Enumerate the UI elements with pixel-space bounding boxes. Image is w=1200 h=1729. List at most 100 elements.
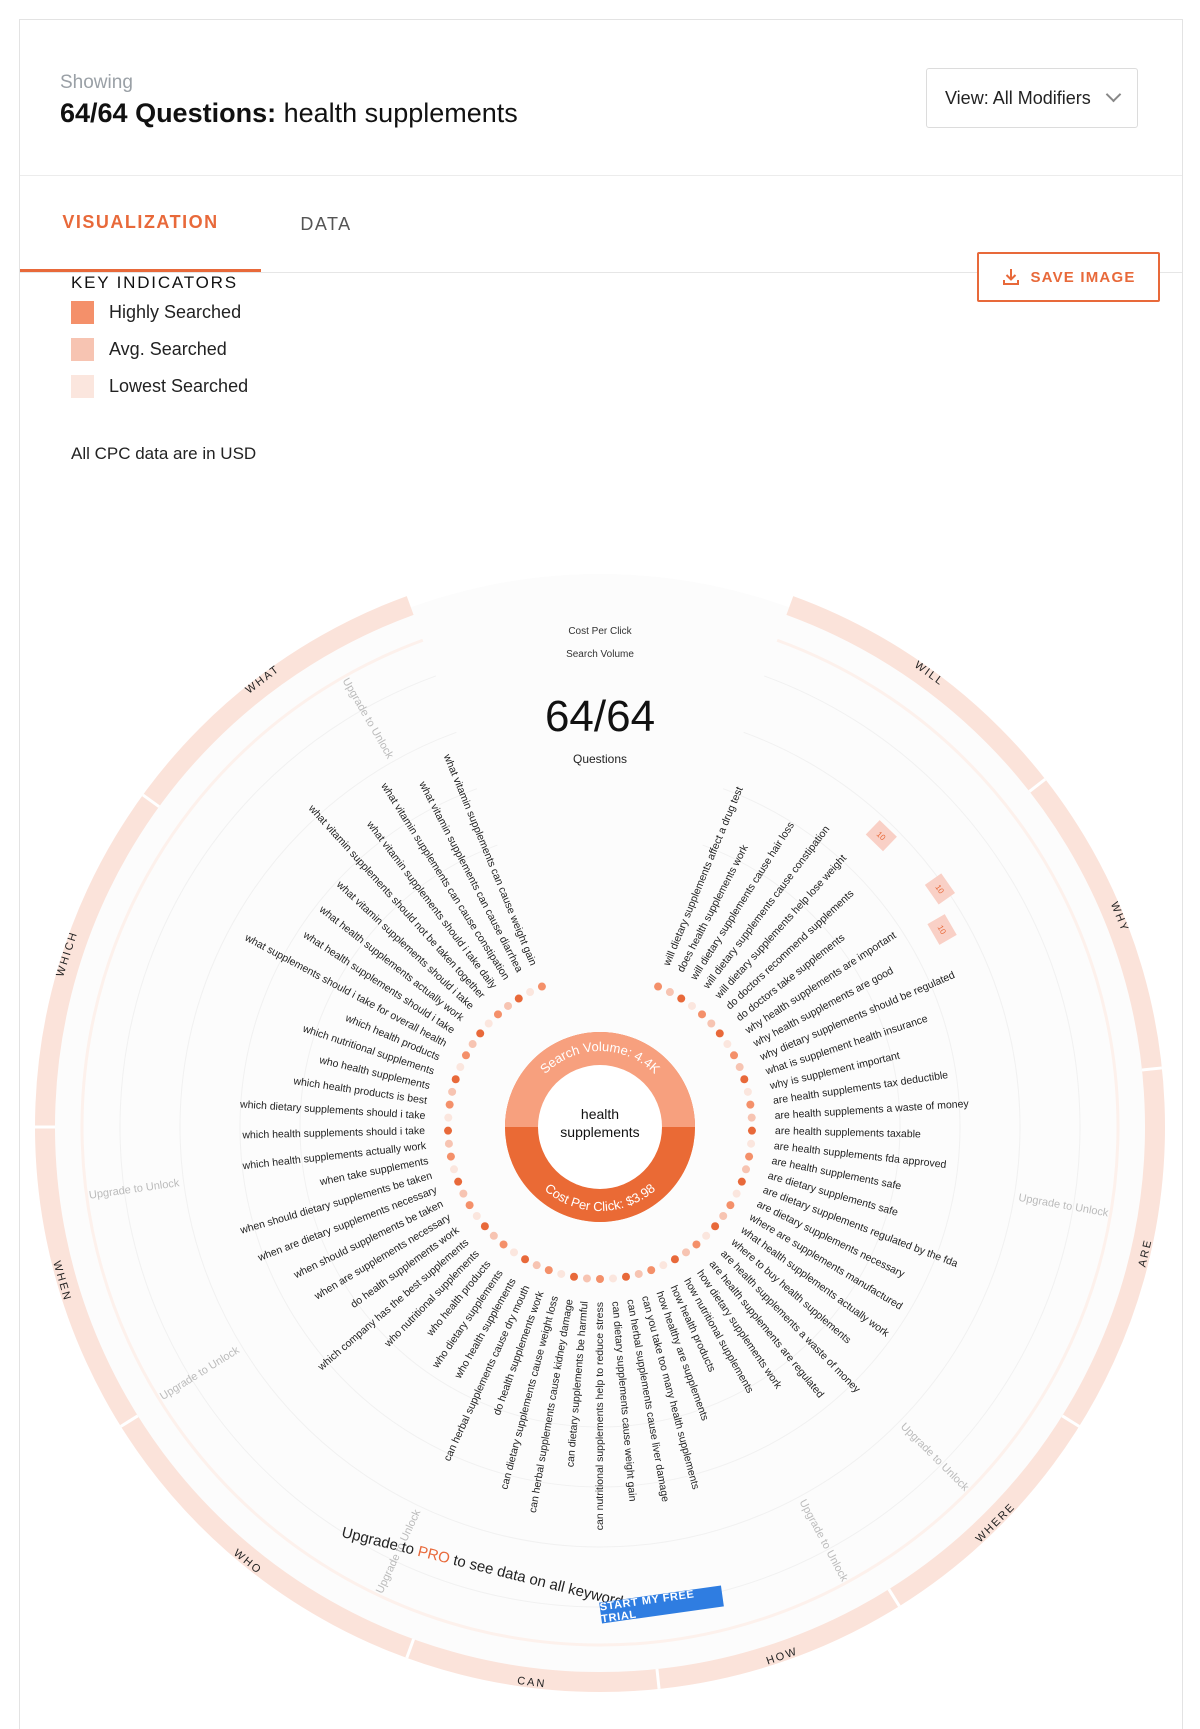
question-label[interactable]: can nutritional supplements help to redu… xyxy=(594,1302,606,1530)
question-search-dot xyxy=(647,1266,656,1275)
question-search-dot xyxy=(476,1029,485,1038)
section-divider xyxy=(655,1668,661,1690)
tab-data[interactable]: DATA xyxy=(300,213,352,234)
question-search-dot xyxy=(448,1087,457,1096)
section-divider xyxy=(887,1588,901,1607)
tab-bar: VISUALIZATION DATA xyxy=(20,175,1182,273)
question-search-dot xyxy=(677,994,686,1003)
question-search-dot xyxy=(682,1248,691,1257)
swatch-highly-searched xyxy=(71,301,94,324)
question-search-dot xyxy=(747,1113,756,1122)
questions-caption: Questions xyxy=(572,752,628,766)
question-search-dot xyxy=(456,1063,465,1072)
question-search-dot xyxy=(514,994,523,1003)
hub-center xyxy=(538,1065,662,1189)
question-search-dot xyxy=(461,1051,470,1060)
question-search-dot xyxy=(609,1274,618,1283)
grid-ring xyxy=(239,788,961,1488)
question-search-dot xyxy=(445,1100,454,1109)
question-search-dot xyxy=(499,1240,508,1249)
search-volume-caption: Search Volume xyxy=(566,649,634,660)
chevron-down-icon xyxy=(1105,86,1122,103)
question-search-dot xyxy=(450,1165,459,1174)
question-search-dot xyxy=(719,1212,728,1221)
question-search-dot xyxy=(687,1001,696,1010)
question-search-dot xyxy=(743,1087,752,1096)
question-search-dot xyxy=(454,1177,463,1186)
grid-ring xyxy=(299,844,901,1428)
question-total: 64/64 xyxy=(544,692,656,741)
grid-ring xyxy=(179,731,1021,1548)
question-search-dot xyxy=(659,1261,668,1270)
question-search-dot xyxy=(489,1231,498,1240)
page-title: 64/64 Questions: health supplements xyxy=(60,98,518,129)
cpc-note: All CPC data are in USD xyxy=(71,444,257,463)
section-divider xyxy=(1061,1414,1080,1428)
modifier-label-can: CAN xyxy=(517,1675,547,1690)
question-search-dot xyxy=(741,1165,750,1174)
question-search-dot xyxy=(621,1272,630,1281)
section-divider xyxy=(1028,777,1047,793)
tab-visualization[interactable]: VISUALIZATION xyxy=(20,176,261,272)
section-divider xyxy=(405,1638,416,1659)
question-search-dot xyxy=(444,1139,453,1148)
question-search-dot xyxy=(537,982,546,991)
question-search-dot xyxy=(730,1051,739,1060)
cpc-badge xyxy=(865,820,897,852)
key-indicators-title: KEY INDICATORS xyxy=(71,273,238,292)
key-lowest-searched: Lowest Searched xyxy=(71,375,248,398)
question-search-dot xyxy=(747,1126,756,1135)
question-search-dot xyxy=(521,1255,530,1264)
key-label: Lowest Searched xyxy=(109,376,249,396)
question-search-dot xyxy=(665,988,674,997)
view-modifier-select[interactable]: View: All Modifiers xyxy=(926,68,1138,128)
key-highly-searched: Highly Searched xyxy=(71,301,241,324)
hub-keyword: health supplements xyxy=(560,1106,640,1140)
question-search-dot xyxy=(746,1100,755,1109)
question-search-dot xyxy=(472,1212,481,1221)
question-search-dot xyxy=(459,1189,468,1198)
question-search-dot xyxy=(711,1222,720,1231)
question-search-dot xyxy=(670,1255,679,1264)
question-search-dot xyxy=(745,1152,754,1161)
outer-modifier-ring xyxy=(35,596,1165,1692)
showing-label: Showing xyxy=(60,72,133,93)
question-search-dot xyxy=(737,1177,746,1186)
key-label: Avg. Searched xyxy=(109,339,227,359)
question-search-dot xyxy=(451,1075,460,1084)
save-image-button[interactable]: SAVE IMAGE xyxy=(977,252,1160,302)
question-search-dot xyxy=(634,1269,643,1278)
cost-per-click-caption: Cost Per Click xyxy=(568,626,632,637)
question-search-dot xyxy=(444,1113,453,1122)
question-search-dot xyxy=(654,982,663,991)
question-search-dot xyxy=(446,1152,455,1161)
question-search-dot xyxy=(465,1201,474,1210)
cpc-badge xyxy=(924,873,956,905)
question-search-dot xyxy=(468,1040,477,1049)
question-search-dot xyxy=(726,1201,735,1210)
question-search-dot xyxy=(702,1231,711,1240)
question-search-dot xyxy=(557,1269,566,1278)
question-search-dot xyxy=(698,1010,707,1019)
question-search-dot xyxy=(504,1001,513,1010)
swatch-lowest-searched xyxy=(71,375,94,398)
question-search-dot xyxy=(732,1189,741,1198)
question-search-dot xyxy=(480,1222,489,1231)
inner-ring-line xyxy=(80,638,1120,1647)
question-search-dot xyxy=(493,1010,502,1019)
question-search-dot xyxy=(570,1272,579,1281)
question-label[interactable]: are health supplements taxable xyxy=(775,1125,921,1141)
question-search-dot xyxy=(582,1274,591,1283)
key-avg-searched: Avg. Searched xyxy=(71,338,227,361)
question-search-dot xyxy=(532,1261,541,1270)
question-search-dot xyxy=(735,1063,744,1072)
question-search-dot xyxy=(747,1139,756,1148)
save-image-label: SAVE IMAGE xyxy=(1030,268,1136,286)
question-search-dot xyxy=(715,1029,724,1038)
question-search-dot xyxy=(707,1019,716,1028)
key-label: Highly Searched xyxy=(109,302,242,322)
question-label[interactable]: which health supplements should i take xyxy=(241,1125,425,1141)
question-search-dot xyxy=(526,988,535,997)
question-count: 64/64 Questions: xyxy=(60,98,277,128)
